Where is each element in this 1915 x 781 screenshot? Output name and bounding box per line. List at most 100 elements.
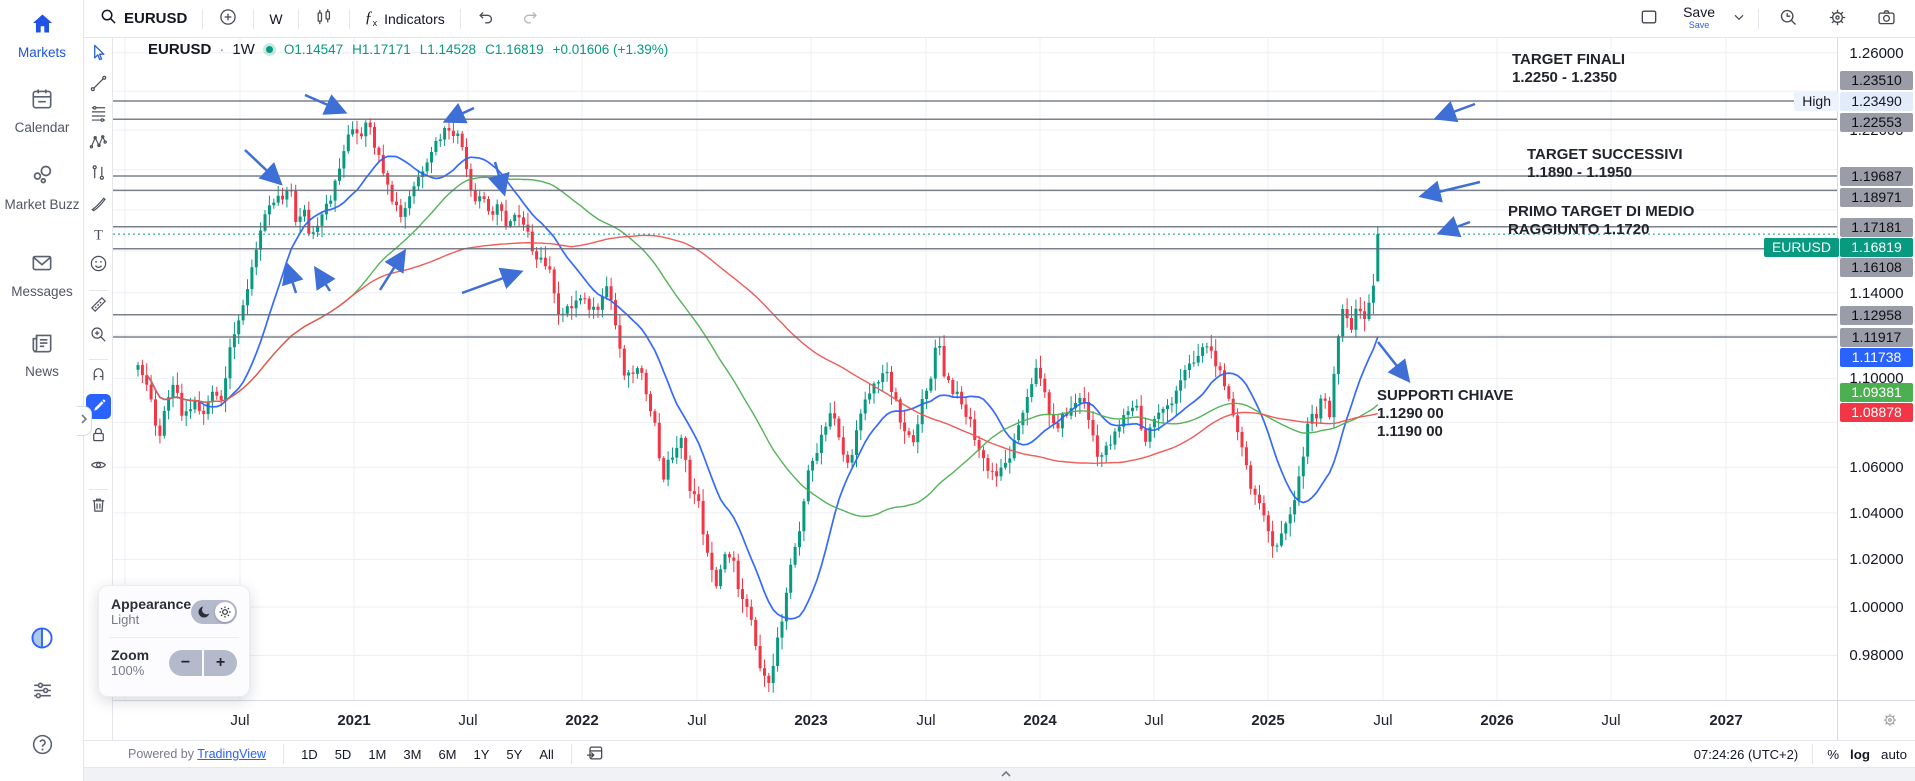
range-button-6m[interactable]: 6M: [434, 745, 460, 764]
theme-contrast-button[interactable]: [0, 624, 84, 657]
time-axis[interactable]: Jul 2021 Jul 2022 Jul 2023 Jul 2024 Jul 2025 Jul 20…: [113, 700, 1837, 740]
snapshot-button[interactable]: [1864, 4, 1909, 34]
tool-text[interactable]: T: [86, 224, 111, 249]
bar-replay-button[interactable]: [1766, 4, 1811, 34]
range-button-5d[interactable]: 5D: [331, 745, 356, 764]
plus-circle-icon: [218, 7, 238, 30]
sidebar-item-messages[interactable]: Messages: [0, 250, 84, 299]
tool-xabcd-pattern[interactable]: [86, 132, 111, 157]
toolbar-separator: [89, 290, 108, 291]
layout-button[interactable]: [1627, 4, 1671, 34]
tool-eye[interactable]: [86, 454, 111, 479]
tool-zoom-in[interactable]: [86, 324, 111, 349]
camera-icon: [1876, 7, 1897, 31]
bottom-collapse-tab[interactable]: [987, 768, 1025, 781]
range-button-1d[interactable]: 1D: [297, 745, 322, 764]
help-button[interactable]: [0, 732, 84, 762]
chart-topbar: EURUSD W ƒx Indicators Save Save: [84, 0, 1915, 38]
sidebar-item-label: News: [25, 364, 59, 379]
price-badge: 1.23510: [1840, 70, 1913, 90]
moon-icon: [198, 605, 212, 618]
tool-magnet[interactable]: [86, 363, 111, 388]
legend-symbol[interactable]: EURUSD: [148, 41, 212, 58]
save-button[interactable]: Save Save: [1675, 5, 1723, 32]
sidebar-item-news[interactable]: News: [0, 330, 84, 379]
log-scale-button[interactable]: log: [1850, 746, 1871, 762]
range-button-5y[interactable]: 5Y: [502, 745, 526, 764]
fib-retracement-icon: [89, 104, 108, 128]
chart-annotation: TARGET SUCCESSIVI 1.1890 - 1.1950: [1527, 146, 1683, 181]
divider: [459, 8, 461, 29]
symbol-search-button[interactable]: EURUSD: [88, 4, 199, 34]
theme-toggle-thumb: [215, 602, 236, 622]
appearance-zoom-panel: Appearance Light Zoom 100% − +: [98, 585, 250, 697]
zoom-value: 100%: [111, 663, 145, 678]
appearance-label: Appearance: [111, 596, 192, 612]
range-button-1m[interactable]: 1M: [364, 745, 390, 764]
legend-interval: 1W: [232, 41, 255, 58]
zoom-in-button[interactable]: +: [204, 650, 237, 676]
tool-lock[interactable]: [86, 424, 111, 449]
divider: [297, 8, 299, 29]
sidebar-item-calendar[interactable]: Calendar: [0, 86, 84, 135]
tool-fib-retracement[interactable]: [86, 103, 111, 128]
sidebar-item-markets[interactable]: Markets: [0, 10, 84, 60]
divider: [1758, 8, 1759, 29]
divider: [348, 8, 350, 29]
tool-emoji[interactable]: [86, 253, 111, 278]
app-sidebar: Markets Calendar Market Buzz Messages News: [0, 0, 84, 781]
interval-button[interactable]: W: [257, 4, 294, 34]
undo-button[interactable]: [464, 4, 508, 34]
price-badge: 1.16108: [1840, 257, 1913, 277]
sidebar-item-market-buzz[interactable]: Market Buzz: [0, 162, 84, 212]
price-axis[interactable]: 1.260001.220001.140001.100001.060001.040…: [1763, 38, 1915, 700]
indicators-label: Indicators: [384, 10, 445, 27]
clock-label[interactable]: 07:24:26 (UTC+2): [1693, 746, 1799, 762]
chart-pane[interactable]: EURUSD · 1W O1.14547 H1.17171 L1.14528 C…: [113, 38, 1837, 700]
chart-annotation: SUPPORTI CHIAVE 1.1290 00 1.1190 00: [1377, 387, 1514, 440]
sidebar-item-label: Calendar: [14, 120, 70, 135]
indicators-button[interactable]: ƒx Indicators: [353, 4, 457, 34]
divider: [1812, 744, 1814, 764]
settings-button[interactable]: [1815, 4, 1860, 34]
scales-gear-icon[interactable]: [1881, 711, 1899, 734]
chart-type-button[interactable]: [302, 4, 346, 34]
range-button-all[interactable]: All: [535, 745, 557, 764]
draw-icon: [90, 395, 108, 418]
contrast-icon: [28, 624, 56, 657]
help-icon: [30, 732, 55, 762]
price-label: 0.98000: [1849, 647, 1904, 664]
gear-icon: [1827, 7, 1848, 31]
zoom-out-button[interactable]: −: [169, 650, 202, 676]
sidebar-collapse-tab[interactable]: [77, 406, 92, 436]
ruler-icon: [89, 295, 108, 319]
bottom-collapse-strip: [84, 767, 1915, 781]
price-badge-tag: EURUSD: [1763, 237, 1839, 257]
percent-scale-button[interactable]: %: [1827, 746, 1840, 762]
theme-toggle[interactable]: [191, 600, 238, 624]
news-icon: [29, 330, 55, 361]
tool-trash[interactable]: [86, 494, 111, 519]
sliders-icon: [30, 678, 55, 708]
trend-line-icon: [89, 74, 108, 98]
tool-cursor[interactable]: [86, 42, 111, 67]
range-button-3m[interactable]: 3M: [399, 745, 425, 764]
range-button-1y[interactable]: 1Y: [470, 745, 494, 764]
price-badge: 1.22553: [1840, 112, 1913, 132]
compare-add-symbol-button[interactable]: [206, 4, 250, 34]
price-badge: 1.08878: [1840, 402, 1913, 422]
go-to-date-button[interactable]: [585, 743, 605, 766]
tool-brush[interactable]: [86, 193, 111, 218]
preferences-button[interactable]: [0, 678, 84, 708]
divider: [202, 8, 204, 29]
market-status-dot: [265, 46, 273, 53]
auto-scale-button[interactable]: auto: [1881, 746, 1907, 762]
save-menu-button[interactable]: [1727, 4, 1751, 34]
redo-button[interactable]: [508, 4, 552, 34]
tool-trend-line[interactable]: [86, 73, 111, 98]
tradingview-link[interactable]: TradingView: [197, 747, 267, 761]
svg-text:T: T: [94, 227, 103, 243]
chevron-right-icon: [79, 412, 89, 430]
tool-ruler[interactable]: [86, 294, 111, 319]
tool-long-position[interactable]: [86, 162, 111, 187]
